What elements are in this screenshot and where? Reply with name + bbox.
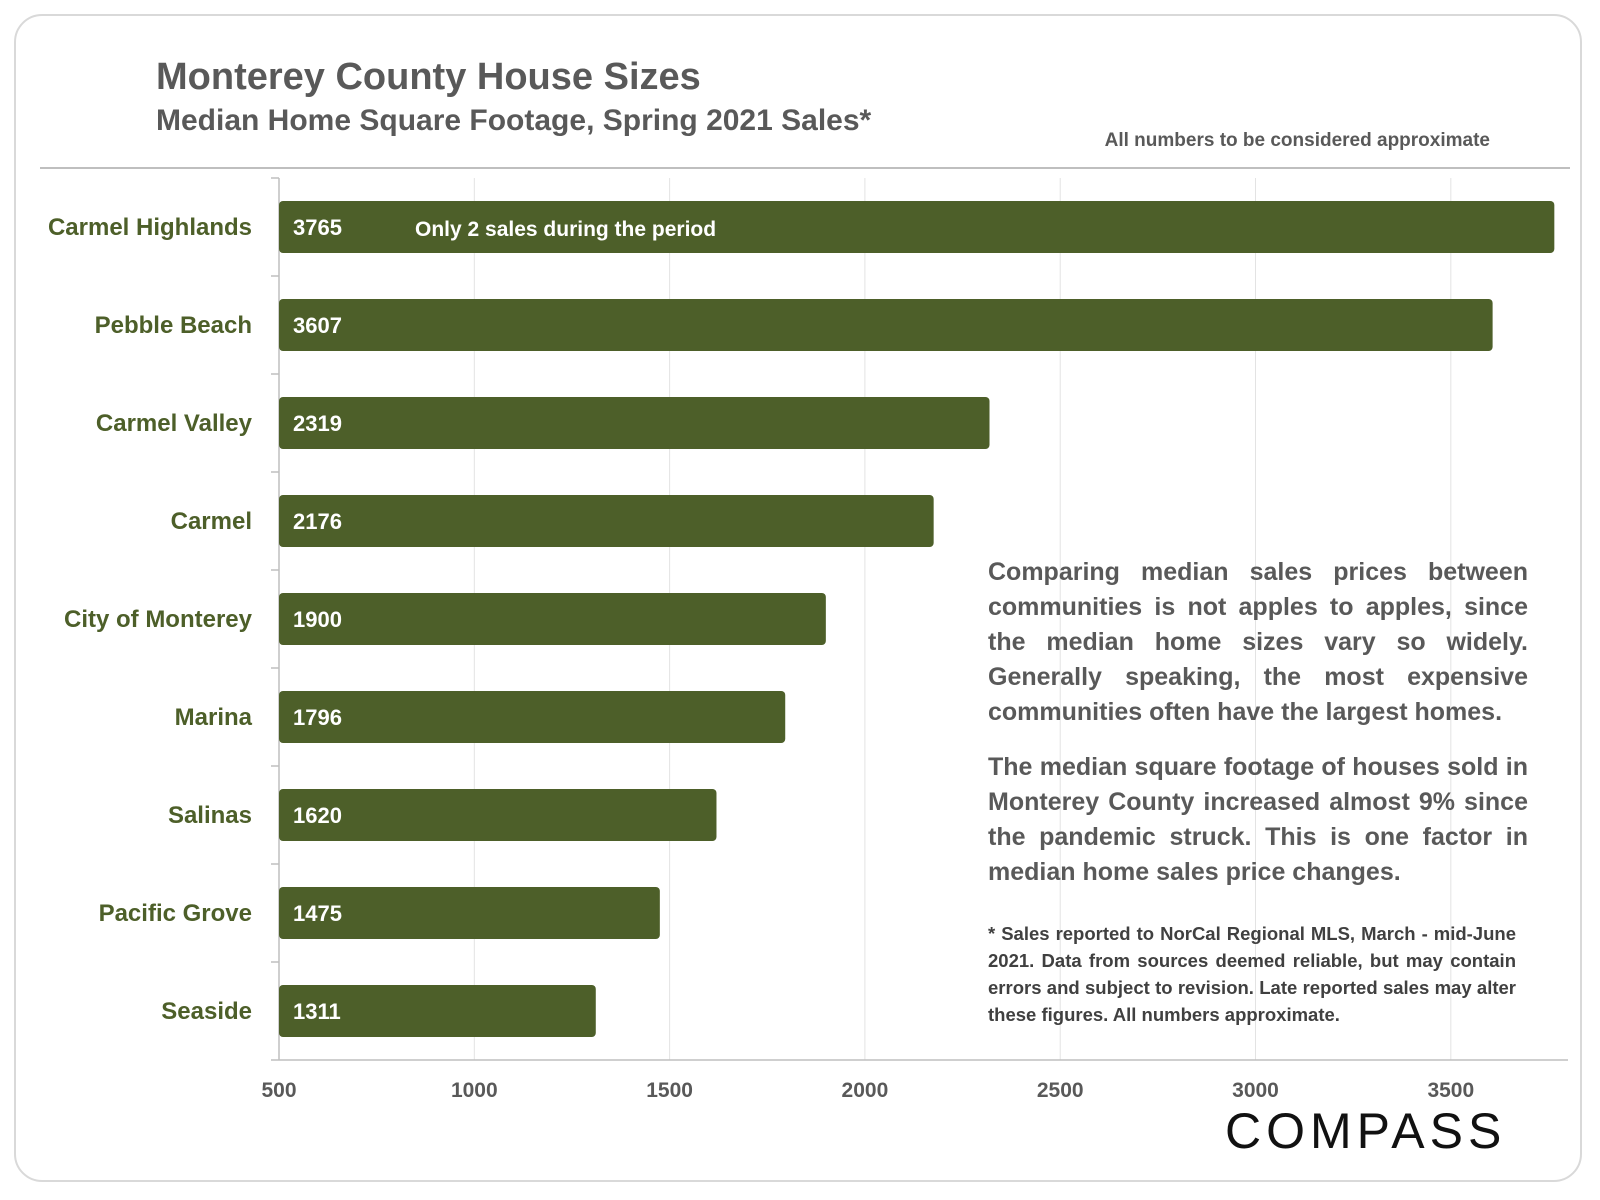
category-label: Carmel Valley xyxy=(96,410,253,437)
chart-subtitle: Median Home Square Footage, Spring 2021 … xyxy=(156,104,872,137)
bar xyxy=(279,789,717,841)
bar-annotation: Only 2 sales during the period xyxy=(415,218,716,241)
bar xyxy=(279,691,786,743)
x-tick-label: 1000 xyxy=(451,1079,498,1102)
category-label: City of Monterey xyxy=(64,606,253,633)
bar xyxy=(279,985,596,1037)
bar-value-label: 2319 xyxy=(293,411,342,436)
category-label: Marina xyxy=(175,704,253,731)
bar xyxy=(279,495,934,547)
x-tick-label: 2500 xyxy=(1037,1079,1084,1102)
category-label: Pebble Beach xyxy=(95,312,252,339)
x-tick-label: 500 xyxy=(261,1079,296,1102)
chart-title: Monterey County House Sizes xyxy=(156,56,701,98)
bar-value-label: 1620 xyxy=(293,803,342,828)
bar xyxy=(279,593,826,645)
category-label: Seaside xyxy=(161,998,252,1025)
bar-value-label: 1311 xyxy=(293,999,341,1024)
header-divider xyxy=(40,167,1570,169)
bar-value-label: 1796 xyxy=(293,705,342,730)
bar-value-label: 3765 xyxy=(293,215,342,240)
bar xyxy=(279,201,1555,253)
commentary-paragraph-1: Comparing median sales prices between co… xyxy=(988,558,1528,726)
x-tick-label: 3500 xyxy=(1427,1079,1474,1102)
commentary-text: Comparing median sales prices between co… xyxy=(988,555,1528,910)
bar-value-label: 1475 xyxy=(293,901,342,926)
x-tick-label: 2000 xyxy=(842,1079,889,1102)
bar-value-label: 1900 xyxy=(293,607,342,632)
category-label: Pacific Grove xyxy=(99,900,252,927)
bar xyxy=(279,299,1493,351)
category-label: Carmel Highlands xyxy=(48,214,252,241)
x-tick-label: 3000 xyxy=(1232,1079,1279,1102)
compass-logo: COMPASS xyxy=(1225,1103,1507,1159)
category-label: Salinas xyxy=(168,802,252,829)
bar xyxy=(279,397,990,449)
category-label: Carmel xyxy=(171,508,252,535)
footnote: * Sales reported to NorCal Regional MLS,… xyxy=(988,923,1516,1025)
commentary-paragraph-2: The median square footage of houses sold… xyxy=(988,753,1528,886)
x-tick-label: 1500 xyxy=(646,1079,693,1102)
bar-value-label: 2176 xyxy=(293,509,342,534)
bar xyxy=(279,887,660,939)
bar-value-label: 3607 xyxy=(293,313,342,338)
disclaimer-note: All numbers to be considered approximate xyxy=(1104,130,1490,151)
